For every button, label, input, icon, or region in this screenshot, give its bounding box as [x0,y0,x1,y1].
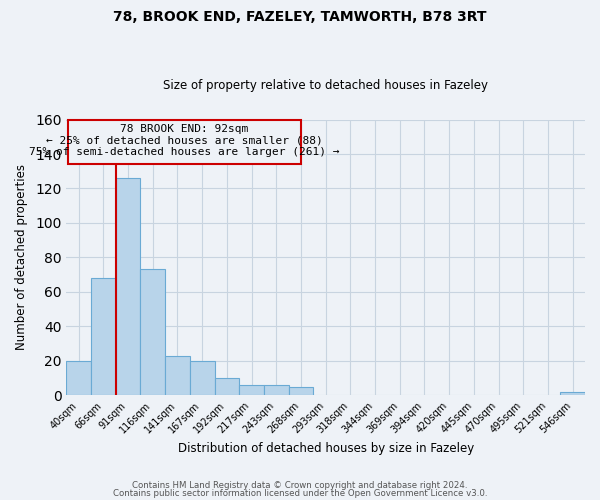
Text: Contains public sector information licensed under the Open Government Licence v3: Contains public sector information licen… [113,488,487,498]
Text: 75% of semi-detached houses are larger (261) →: 75% of semi-detached houses are larger (… [29,147,340,157]
Bar [91,278,116,396]
Text: Contains HM Land Registry data © Crown copyright and database right 2024.: Contains HM Land Registry data © Crown c… [132,481,468,490]
FancyBboxPatch shape [68,120,301,164]
Text: 78, BROOK END, FAZELEY, TAMWORTH, B78 3RT: 78, BROOK END, FAZELEY, TAMWORTH, B78 3R… [113,10,487,24]
Text: ← 25% of detached houses are smaller (88): ← 25% of detached houses are smaller (88… [46,135,323,145]
Bar [140,270,165,396]
Bar [239,385,264,396]
Y-axis label: Number of detached properties: Number of detached properties [15,164,28,350]
Text: 78 BROOK END: 92sqm: 78 BROOK END: 92sqm [120,124,248,134]
Title: Size of property relative to detached houses in Fazeley: Size of property relative to detached ho… [163,79,488,92]
Bar [67,361,91,396]
Bar [190,361,215,396]
Bar [560,392,585,396]
Bar [215,378,239,396]
Bar [289,386,313,396]
X-axis label: Distribution of detached houses by size in Fazeley: Distribution of detached houses by size … [178,442,474,455]
Bar [116,178,140,396]
Bar [264,385,289,396]
Bar [165,356,190,396]
